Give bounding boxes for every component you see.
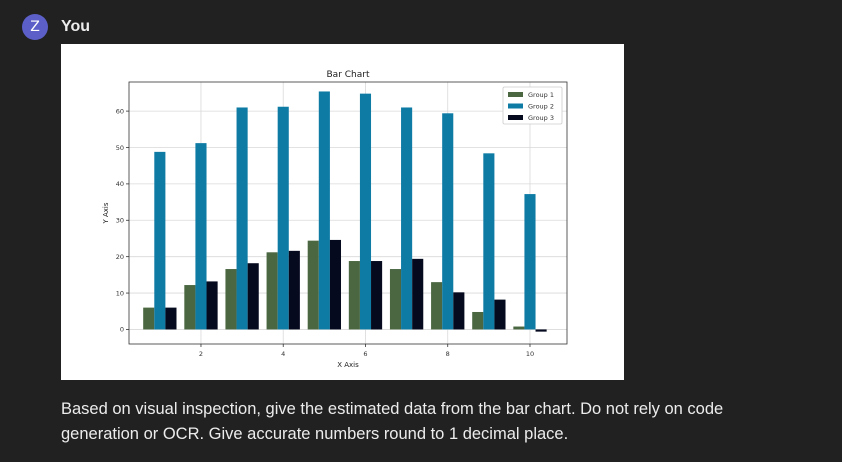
bar-group3 xyxy=(494,299,506,330)
y-tick-label: 50 xyxy=(116,144,124,152)
y-tick-label: 10 xyxy=(116,289,124,297)
y-tick-label: 0 xyxy=(120,326,124,334)
bar-group1 xyxy=(266,252,278,330)
bar-group1 xyxy=(184,285,196,330)
x-tick-label: 10 xyxy=(526,350,534,358)
legend-swatch-group1 xyxy=(508,92,523,97)
bar-group2 xyxy=(401,107,413,330)
legend-label-group3: Group 3 xyxy=(528,114,554,122)
y-tick-label: 40 xyxy=(116,180,124,188)
bar-group1 xyxy=(389,269,402,330)
y-tick-label: 60 xyxy=(116,107,124,115)
bar-group3 xyxy=(535,329,547,332)
bar-group2 xyxy=(195,143,207,330)
bar-group2 xyxy=(236,107,248,330)
chart-title: Bar Chart xyxy=(327,70,370,80)
bar-group1 xyxy=(143,307,155,330)
bar-group3 xyxy=(412,258,424,330)
bar-group1 xyxy=(307,240,319,330)
y-tick-label: 30 xyxy=(116,217,124,225)
bar-group2 xyxy=(442,113,454,330)
x-axis-label: X Axis xyxy=(337,361,359,369)
message-text: Based on visual inspection, give the est… xyxy=(61,400,724,443)
x-tick-label: 8 xyxy=(446,350,450,358)
x-tick-label: 6 xyxy=(363,350,367,358)
x-tick-label: 4 xyxy=(281,350,285,358)
bar-group2 xyxy=(277,106,289,330)
legend-label-group1: Group 1 xyxy=(528,91,554,99)
legend-swatch-group2 xyxy=(508,103,523,109)
bar-group1 xyxy=(472,311,484,330)
legend-swatch-group3 xyxy=(508,115,523,120)
bar-group2 xyxy=(154,151,166,330)
bar-group3 xyxy=(453,292,465,330)
bar-group3 xyxy=(247,263,259,330)
x-tick-label: 2 xyxy=(199,350,203,358)
bar-group2 xyxy=(483,153,495,330)
y-tick-label: 20 xyxy=(116,253,124,261)
message-header: Z You xyxy=(22,13,90,41)
bar-group3 xyxy=(206,281,218,330)
bar-group3 xyxy=(329,239,342,330)
bar-group2 xyxy=(318,91,330,330)
plot-frame xyxy=(128,81,568,345)
y-axis-label: Y Axis xyxy=(102,202,110,224)
bar-group1 xyxy=(513,326,525,330)
bar-group3 xyxy=(165,307,177,330)
bar-group2 xyxy=(359,93,372,330)
bar-group3 xyxy=(288,250,300,330)
bar-group3 xyxy=(371,261,383,330)
sender-name: You xyxy=(61,18,91,35)
bar-group1 xyxy=(431,282,443,330)
legend-label-group2: Group 2 xyxy=(528,103,554,111)
bar-group2 xyxy=(524,194,536,330)
bar-group1 xyxy=(348,261,360,330)
chart-image: 2 4 6 8 10 0 10 20 30 40 50 60 Bar Chart X Axis Y Axis… xyxy=(61,44,624,380)
bar-chart: 2 4 6 8 10 0 10 20 30 40 50 60 Bar Chart X Axis Y Axis… xyxy=(102,70,568,369)
user-avatar[interactable]: Z xyxy=(22,14,48,40)
bar-group1 xyxy=(225,269,237,330)
